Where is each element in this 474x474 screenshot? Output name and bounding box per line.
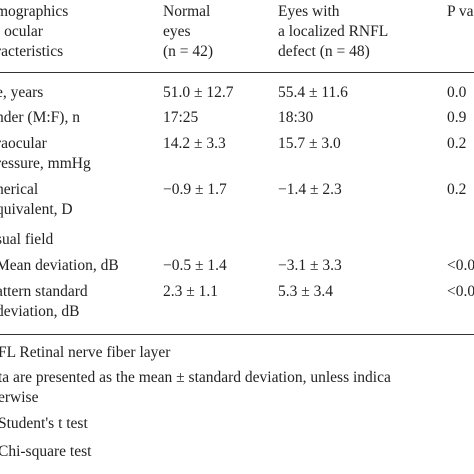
row-label: e, years <box>0 84 44 101</box>
header-text: (n = 42) <box>163 43 214 60</box>
cell-value: 15.7 ± 3.0 <box>278 135 341 152</box>
header-text: l ocular <box>0 23 43 40</box>
cell-value: 55.4 ± 11.6 <box>278 84 348 101</box>
header-text: defect (n = 48) <box>278 43 370 60</box>
cell-value: −0.5 ± 1.4 <box>163 257 227 274</box>
row-label: raocular <box>0 135 47 152</box>
cell-value: <0.0 <box>447 257 474 274</box>
header-text: eyes <box>163 23 191 40</box>
header-text: racteristics <box>0 43 64 60</box>
header-text: Normal <box>163 3 211 20</box>
cell-value: −1.4 ± 2.3 <box>278 181 342 198</box>
row-label: herical <box>0 181 39 198</box>
footnote: Chi-square test <box>0 443 92 460</box>
cell-value: 0.2 <box>447 181 467 198</box>
header-text: P va <box>447 3 474 20</box>
row-label: quivalent, D <box>0 201 73 218</box>
cell-value: 5.3 ± 3.4 <box>278 283 334 300</box>
cell-value: <0.0 <box>447 283 474 300</box>
footnote: ta are presented as the mean ± standard … <box>0 369 391 386</box>
header-text: a localized RNFL <box>278 23 389 40</box>
cell-value: −3.1 ± 3.3 <box>278 257 342 274</box>
row-label: attern standard <box>0 283 88 300</box>
row-label: ressure, mmHg <box>0 155 91 172</box>
row-label: sual field <box>0 231 54 248</box>
row-label: deviation, dB <box>0 303 80 320</box>
row-label: Mean deviation, dB <box>0 257 119 274</box>
footnote: FL Retinal nerve fiber layer <box>0 344 171 361</box>
cell-value: 18:30 <box>278 109 314 126</box>
footnote: Student's t test <box>0 415 88 432</box>
row-label: nder (M:F), n <box>0 109 80 126</box>
header-text: Eyes with <box>278 3 340 20</box>
cell-value: 0.0 <box>447 84 467 101</box>
cell-value: −0.9 ± 1.7 <box>163 181 227 198</box>
cell-value: 2.3 ± 1.1 <box>163 283 219 300</box>
table-bottom-rule <box>0 334 474 335</box>
cell-value: 0.2 <box>447 135 467 152</box>
footnote: erwise <box>0 389 39 406</box>
cell-value: 0.9 <box>447 109 467 126</box>
header-text: mographics <box>0 3 69 20</box>
cell-value: 14.2 ± 3.3 <box>163 135 226 152</box>
cell-value: 51.0 ± 12.7 <box>163 84 234 101</box>
cell-value: 17:25 <box>163 109 199 126</box>
header-rule <box>0 72 474 73</box>
